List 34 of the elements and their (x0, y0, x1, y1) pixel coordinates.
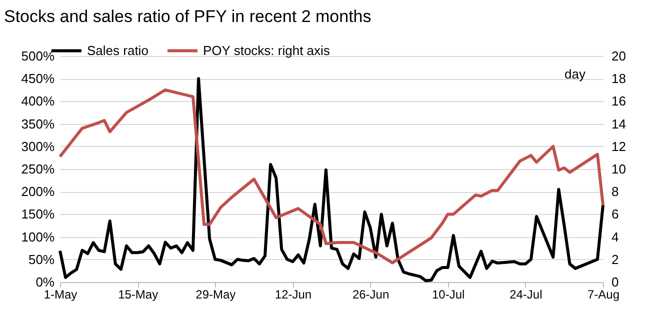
y2-tick-label: 10 (612, 162, 626, 176)
y2-tick-label: 14 (612, 116, 626, 132)
y2-axis-title: day (564, 66, 586, 82)
legend-label: POY stocks: right axis (203, 42, 330, 58)
x-tick-label: 26-Jun (352, 288, 390, 302)
y2-tick-label: 2 (612, 252, 619, 267)
y-tick-label: 350% (21, 116, 55, 132)
x-tick-label: 12-Jun (274, 288, 312, 302)
y2-tick-label: 6 (612, 206, 619, 222)
y2-tick-label: 4 (612, 229, 619, 244)
y2-tick-label: 12 (612, 138, 626, 154)
y2-tick-label: 0 (612, 274, 619, 290)
y2-tick-label: 18 (612, 71, 626, 86)
y-tick-label: 0% (36, 274, 55, 290)
y-tick-label: 300% (21, 138, 55, 154)
y-tick-label: 500% (21, 48, 55, 64)
y2-tick-label: 8 (612, 184, 619, 200)
x-tick-label: 7-Aug (587, 288, 620, 302)
legend-label: Sales ratio (87, 42, 148, 58)
x-tick-label: 10-Jul (432, 288, 465, 302)
y-tick-label: 250% (21, 162, 55, 176)
x-tick-label: 29-May (196, 288, 236, 302)
x-tick-label: 15-May (118, 288, 158, 302)
chart-title: Stocks and sales ratio of PFY in recent 2 months (4, 7, 372, 26)
y-tick-label: 400% (21, 94, 55, 109)
y-tick-label: 200% (21, 184, 55, 200)
y-tick-label: 450% (21, 71, 55, 86)
y2-tick-label: 16 (612, 94, 626, 109)
y-tick-label: 100% (21, 229, 55, 244)
y-tick-label: 150% (21, 206, 55, 222)
x-tick-label: 1-May (44, 288, 78, 302)
y-tick-label: 50% (28, 252, 55, 267)
y2-tick-label: 20 (612, 48, 626, 64)
x-tick-label: 24-Jul (510, 288, 542, 302)
